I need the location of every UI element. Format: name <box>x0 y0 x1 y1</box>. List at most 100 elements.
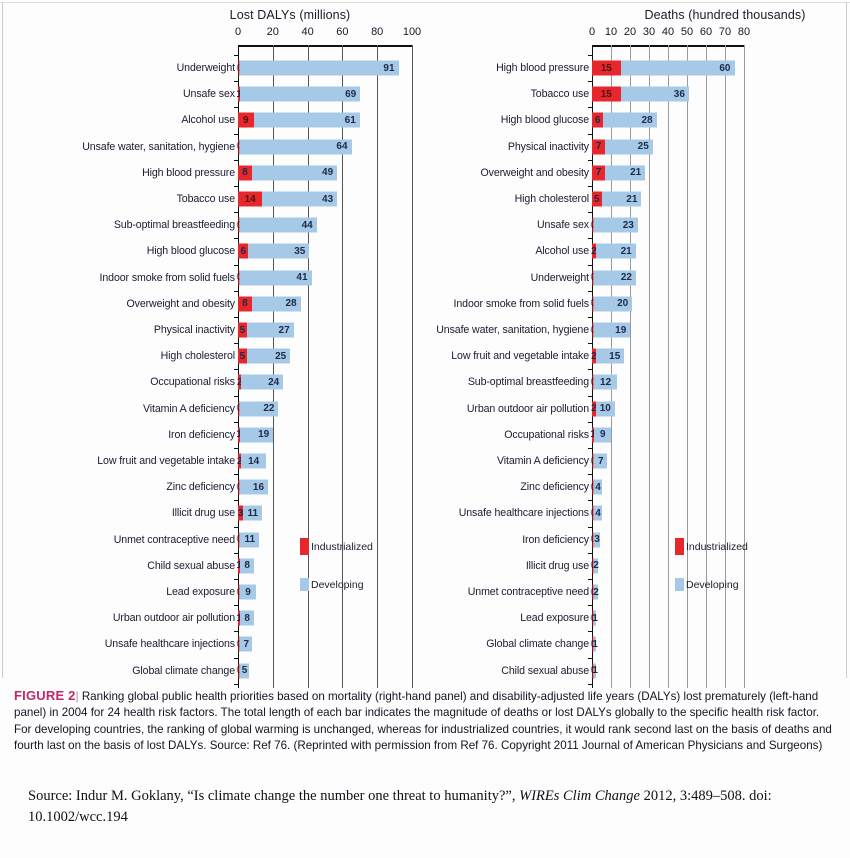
stacked-bar: 0 16 <box>236 479 269 495</box>
bar-value-industrialized: 8 <box>242 298 248 310</box>
y-axis-tickmark <box>234 186 238 187</box>
bar-value-industrialized: 1 <box>590 429 596 441</box>
legend-label-developing: Developing <box>311 578 364 591</box>
stacked-bar: 0 11 <box>236 532 260 548</box>
gridline-right-20 <box>630 45 631 688</box>
bar-row: High blood glucose 6 35 <box>0 238 425 264</box>
stacked-bar: 5 21 <box>592 191 642 207</box>
x-axis-tick-right-40: 40 <box>661 26 675 38</box>
bar-segment-industrialized: 5 <box>238 348 247 364</box>
stacked-bar: 8 28 <box>238 296 301 312</box>
bar-row: Urban outdoor air pollution 2 10 <box>425 395 850 422</box>
bar-segment-industrialized: 0 <box>590 558 596 574</box>
gridline-left-40 <box>307 45 309 688</box>
bar-row: Iron deficiency 1 19 <box>0 421 425 448</box>
y-axis-tickmark <box>234 500 238 502</box>
bar-row: Lead exposure 0 1 <box>425 605 850 631</box>
stacked-bar: 0 64 <box>236 139 352 155</box>
bar-segment-developing: 22 <box>594 270 636 286</box>
bar-segment-industrialized: 15 <box>592 86 621 102</box>
bar-segment-industrialized: 7 <box>592 139 606 155</box>
bar-segment-developing: 1 <box>592 610 598 626</box>
stacked-bar: 0 20 <box>590 296 633 312</box>
bar-value-industrialized: 0 <box>590 560 596 572</box>
x-axis-tick-right-60: 60 <box>699 26 713 38</box>
y-axis-tickmark <box>588 526 592 528</box>
bar-value-developing: 8 <box>244 560 250 572</box>
bar-segment-developing: 21 <box>601 191 642 207</box>
bar-segment-developing: 7 <box>240 636 253 652</box>
bar-segment-developing: 25 <box>605 139 653 155</box>
gridline-right-30 <box>649 45 650 688</box>
stacked-bar: 0 41 <box>236 270 312 286</box>
bar-segment-developing: 9 <box>594 427 612 443</box>
gridline-right-50 <box>687 45 688 688</box>
bar-value-developing: 10 <box>599 403 611 415</box>
bar-row-label: Underweight <box>530 271 589 284</box>
y-axis-tickmark <box>234 343 238 345</box>
bar-value-developing: 35 <box>294 245 306 257</box>
y-axis-tickmark <box>234 81 238 83</box>
bar-value-industrialized: 7 <box>595 141 602 153</box>
bar-row-label: Tobacco use <box>176 193 235 206</box>
bar-value-developing: 23 <box>622 219 634 231</box>
bar-row-label: Overweight and obesity <box>480 166 589 179</box>
bar-row: Illicit drug use 3 11 <box>0 500 425 526</box>
bar-segment-industrialized: 0 <box>590 453 596 469</box>
bar-row-label: High blood glucose <box>146 245 235 258</box>
panel-title-left: Lost DALYs (millions) <box>229 8 351 22</box>
bar-segment-developing: 12 <box>594 374 617 390</box>
bar-row-label: Unsafe water, sanitation, hygiene <box>436 324 589 337</box>
gridline-left-80 <box>377 45 379 688</box>
bar-value-industrialized: 0 <box>590 376 596 388</box>
bar-row-label: Vitamin A deficiency <box>496 455 589 468</box>
bar-row-label: Unmet contraceptive need <box>113 533 235 546</box>
legend-label-industrialized: Industrialized <box>311 540 373 553</box>
bar-value-developing: 11 <box>247 507 259 519</box>
y-axis-tickmark <box>234 526 238 528</box>
bar-value-industrialized: 15 <box>600 62 612 74</box>
bar-row-label: Unsafe healthcare injections <box>104 638 235 651</box>
bar-segment-industrialized: 2 <box>591 243 597 259</box>
bar-row-label: Underweight <box>176 62 235 75</box>
bar-segment-developing: 21 <box>595 243 636 259</box>
bar-value-developing: 2 <box>593 586 599 598</box>
bar-segment-developing: 20 <box>594 296 633 312</box>
stacked-bar: 0 19 <box>590 322 631 338</box>
bar-value-developing: 5 <box>241 665 248 677</box>
bar-value-industrialized: 0 <box>590 272 596 284</box>
bar-row: Overweight and obesity 7 21 <box>425 159 850 186</box>
bar-segment-industrialized: 1 <box>590 427 596 443</box>
y-axis-tickmark <box>234 107 238 109</box>
stacked-bar: 2 24 <box>237 374 284 390</box>
bar-value-industrialized: 5 <box>239 324 246 336</box>
x-axis-tick-left-100: 100 <box>402 26 422 38</box>
bar-value-developing: 22 <box>620 272 632 284</box>
stacked-bar: 5 27 <box>238 322 294 338</box>
bar-row-label: Iron deficiency <box>522 533 589 546</box>
bar-value-developing: 21 <box>620 245 632 257</box>
x-axis-tick-right-50: 50 <box>680 26 694 38</box>
y-axis-tickmark <box>234 683 238 685</box>
bar-segment-developing: 49 <box>251 165 338 181</box>
gridline-right-10 <box>611 45 612 688</box>
bar-value-industrialized: 0 <box>590 534 596 546</box>
gridline-left-20 <box>272 45 274 688</box>
bar-value-developing: 44 <box>301 219 313 231</box>
stacked-bar: 3 11 <box>238 505 263 521</box>
bar-segment-developing: 60 <box>620 60 735 76</box>
frame-right-border <box>846 2 847 678</box>
x-axis-tick-left-40: 40 <box>301 26 314 38</box>
bar-value-developing: 36 <box>673 88 685 100</box>
bar-segment-developing: 5 <box>240 663 249 679</box>
bar-segment-developing: 35 <box>248 243 310 259</box>
y-axis-tickmark <box>234 474 238 476</box>
bar-row: Urban outdoor air pollution 1 8 <box>0 605 425 631</box>
y-axis-tickmark <box>234 264 238 266</box>
bar-value-developing: 1 <box>592 638 598 650</box>
bar-segment-developing: 41 <box>240 270 312 286</box>
bar-segment-industrialized: 0 <box>236 479 242 495</box>
bar-value-industrialized: 2 <box>236 455 243 467</box>
bar-value-developing: 14 <box>248 455 260 467</box>
